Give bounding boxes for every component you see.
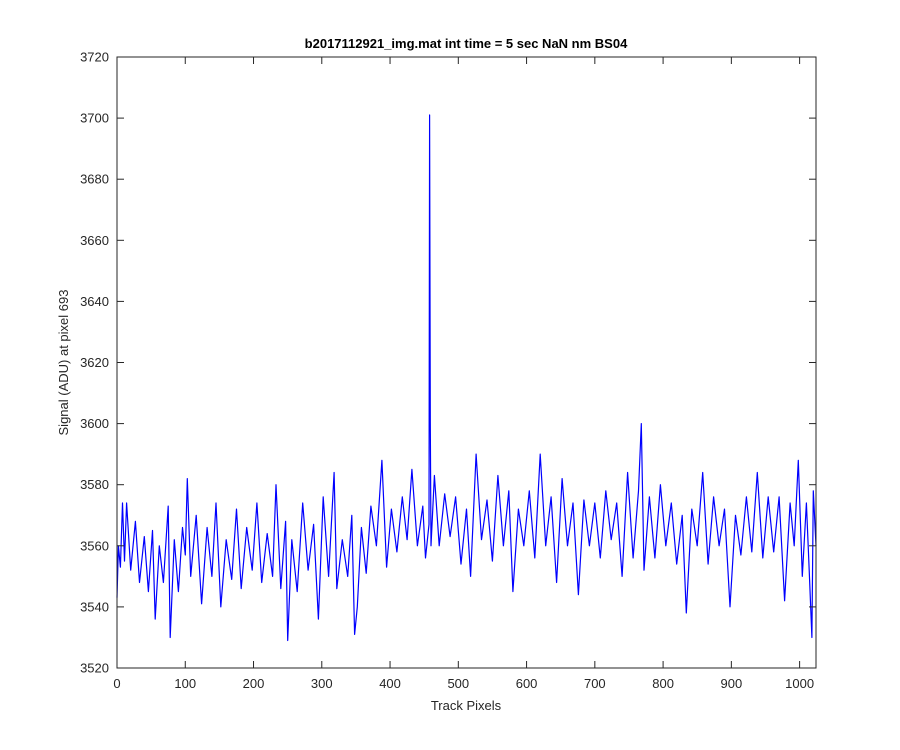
x-tick-label: 0 <box>113 676 120 691</box>
y-tick-label: 3700 <box>80 111 109 126</box>
x-tick-label: 700 <box>584 676 606 691</box>
x-axis-label: Track Pixels <box>431 698 502 713</box>
y-tick-label: 3520 <box>80 661 109 676</box>
x-tick-label: 200 <box>243 676 265 691</box>
x-tick-label: 300 <box>311 676 333 691</box>
x-tick-label: 800 <box>652 676 674 691</box>
y-tick-label: 3560 <box>80 538 109 553</box>
y-tick-label: 3720 <box>80 50 109 65</box>
series-line-0 <box>116 114 817 642</box>
y-tick-label: 3600 <box>80 416 109 431</box>
x-tick-label: 500 <box>447 676 469 691</box>
series-layer <box>116 114 817 642</box>
x-tick-label: 1000 <box>785 676 814 691</box>
y-tick-label: 3580 <box>80 477 109 492</box>
y-tick-label: 3540 <box>80 599 109 614</box>
x-tick-label: 400 <box>379 676 401 691</box>
y-tick-labels: 3520 3540 3560 3580 3600 3620 3640 3660 3680 3700… <box>80 50 109 676</box>
chart-title: b2017112921_img.mat int time = 5 sec NaN… <box>305 36 628 51</box>
axes-box <box>116 56 817 669</box>
y-tick-label: 3640 <box>80 294 109 309</box>
x-tick-label: 900 <box>721 676 743 691</box>
y-tick-label: 3680 <box>80 172 109 187</box>
y-tick-label: 3660 <box>80 233 109 248</box>
y-tick-label: 3620 <box>80 355 109 370</box>
x-tick-label: 100 <box>174 676 196 691</box>
plot-area <box>117 57 816 668</box>
y-axis-label: Signal (ADU) at pixel 693 <box>56 290 71 436</box>
x-tick-label: 600 <box>516 676 538 691</box>
x-tick-labels: 0 100 200 300 400 500 600 700 800 900 1000 <box>113 676 814 691</box>
